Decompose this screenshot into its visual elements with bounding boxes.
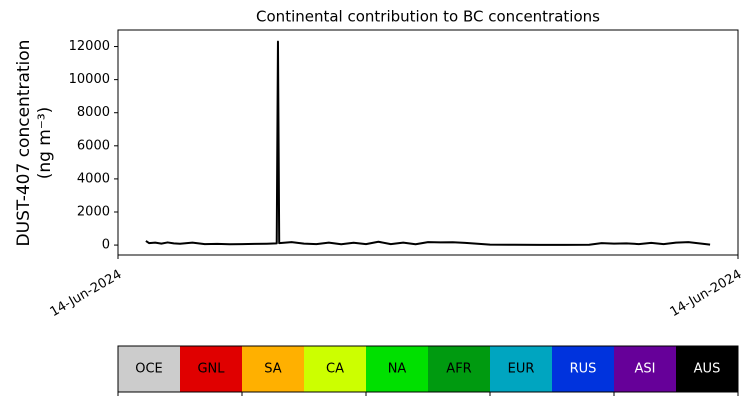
y-axis-label: (ng m⁻³) xyxy=(35,107,55,180)
colorbar-label: SA xyxy=(264,362,281,377)
colorbar-label: GNL xyxy=(197,362,225,377)
colorbar-cell xyxy=(118,346,181,392)
colorbar-cell xyxy=(614,346,677,392)
y-tick-label: 8000 xyxy=(77,105,110,120)
plot-frame xyxy=(117,29,739,256)
chart-title: Continental contribution to BC concentra… xyxy=(256,8,600,26)
x-tick-label: 14-Jun-2024 xyxy=(48,267,125,320)
y-tick-label: 0 xyxy=(102,238,110,253)
colorbar-cell xyxy=(490,346,553,392)
colorbar-cell xyxy=(304,346,367,392)
colorbar-cell xyxy=(552,346,615,392)
colorbar-cell xyxy=(366,346,429,392)
colorbar-cell xyxy=(180,346,243,392)
x-tick-label: 14-Jun-2024 xyxy=(668,267,745,320)
colorbar-label: AUS xyxy=(694,362,721,377)
colorbar-cell xyxy=(676,346,739,392)
y-axis-label: DUST-407 concentration xyxy=(14,40,34,247)
colorbar-label: CA xyxy=(326,362,344,377)
colorbar-label: OCE xyxy=(135,362,163,377)
y-tick-label: 12000 xyxy=(69,39,110,54)
colorbar-cell xyxy=(428,346,491,392)
colorbar-label: NA xyxy=(388,362,407,377)
colorbar-label: EUR xyxy=(508,362,535,377)
colorbar-label: RUS xyxy=(570,362,597,377)
y-tick-label: 6000 xyxy=(77,138,110,153)
colorbar-frame xyxy=(117,345,739,393)
colorbar-label: ASI xyxy=(635,362,656,377)
y-tick-label: 2000 xyxy=(77,204,110,219)
y-tick-label: 4000 xyxy=(77,171,110,186)
y-tick-label: 10000 xyxy=(69,72,110,87)
colorbar-label: AFR xyxy=(446,362,471,377)
data-line xyxy=(145,40,711,246)
colorbar-cell xyxy=(242,346,305,392)
